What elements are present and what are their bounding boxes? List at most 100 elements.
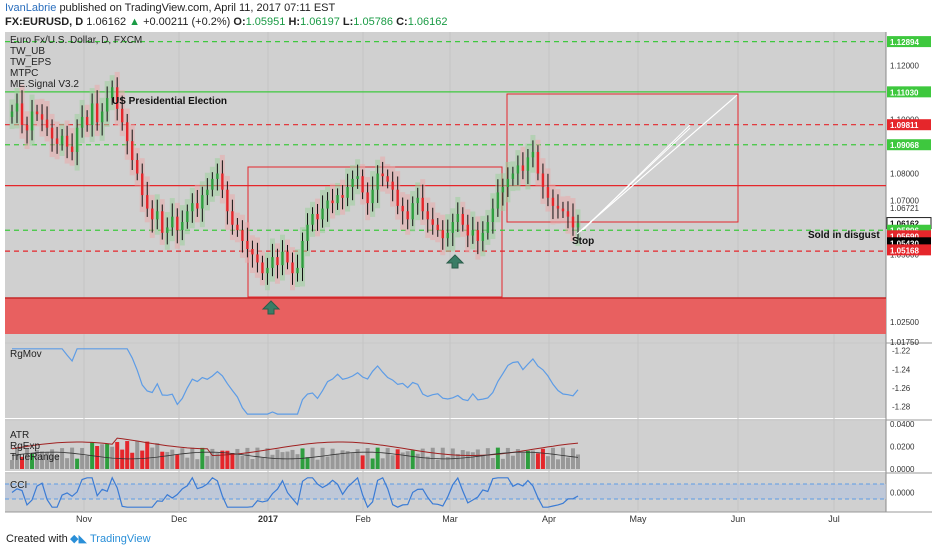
candle-body <box>55 138 59 144</box>
candle-body <box>246 240 249 249</box>
price-label: 1.05430 <box>890 239 919 248</box>
cci-legend: CCI <box>10 480 27 491</box>
atr-bar <box>200 447 205 469</box>
candle-body <box>331 200 334 204</box>
tradingview-link[interactable]: TradingView <box>90 533 151 545</box>
price-label: 1.09068 <box>890 141 919 150</box>
candle-body <box>541 173 545 187</box>
price-label: 1.09811 <box>890 121 919 130</box>
atr-bar <box>315 459 320 469</box>
range-box-2 <box>506 93 739 223</box>
legend-item[interactable]: TW_UB <box>10 46 45 57</box>
candle-body <box>531 151 535 158</box>
atr-bar <box>490 457 495 469</box>
candle-body <box>416 197 419 204</box>
atr-bar <box>395 449 400 469</box>
legend-item[interactable]: ME.Signal V3.2 <box>10 79 79 90</box>
candle-body <box>15 103 19 112</box>
atr-bar <box>290 449 295 469</box>
published-text: published on TradingView.com, April 11, … <box>59 2 336 14</box>
candle-body <box>576 223 580 228</box>
atr-bar <box>510 455 515 469</box>
atr-bar <box>60 448 65 469</box>
atr-bar <box>525 450 530 469</box>
atr-bar <box>570 448 575 469</box>
atr-bar <box>475 449 480 469</box>
atr-bar <box>440 447 445 469</box>
legend-item[interactable]: TW_EPS <box>10 57 52 68</box>
atr-bar <box>125 441 130 469</box>
candle-body <box>446 232 449 239</box>
cci-tick-label: 0.0000 <box>890 489 915 498</box>
rgmov-title: RgMov <box>10 349 42 360</box>
month-tick-label: May <box>629 514 647 524</box>
atr-bar <box>375 447 380 469</box>
candle-body <box>120 108 124 123</box>
atr-bar <box>505 447 510 469</box>
candle-body <box>191 203 194 212</box>
price-tick-label: 1.07000 <box>890 196 919 205</box>
candle-body <box>311 213 314 225</box>
candle-body <box>566 211 570 217</box>
price-label-box <box>887 244 931 256</box>
candle-body <box>126 122 129 142</box>
atr-bar <box>285 451 290 469</box>
ohlc-line: FX:EURUSD, D 1.06162 ▲ +0.00211 (+0.2%) … <box>5 16 448 28</box>
low-value: 1.05786 <box>353 16 394 28</box>
atr-tick-label: 0.0400 <box>890 420 915 429</box>
legend-title: Euro Fx/U.S. Dollar, D, FXCM <box>10 35 143 46</box>
candle-body <box>35 111 39 115</box>
atr-bar <box>435 459 440 469</box>
tradingview-logo-icon[interactable]: ◆◣ <box>70 533 87 545</box>
atr-bar <box>445 456 450 469</box>
candle-body <box>511 173 515 179</box>
atr-bar <box>370 458 375 469</box>
candle-body <box>366 192 369 204</box>
atr-bar <box>550 447 555 469</box>
atr-bar <box>120 449 125 469</box>
rgmov-tick-label: -1.26 <box>892 384 911 393</box>
atr-bar <box>425 456 430 469</box>
candle-body <box>281 251 284 266</box>
atr-bar <box>50 449 55 469</box>
price-label-box <box>887 139 931 151</box>
atr-bar <box>520 452 525 469</box>
price-axis-bg <box>886 32 932 512</box>
price-tick-label: 1.02500 <box>890 318 919 327</box>
legend-item[interactable]: MTPC <box>10 68 39 79</box>
rgmov-pane-bg <box>5 344 886 418</box>
candle-body <box>491 208 495 223</box>
atr-bar <box>30 453 35 469</box>
candle-body <box>60 135 64 144</box>
atr-bar <box>555 459 560 469</box>
atr-bar <box>225 450 230 469</box>
candle-body <box>291 262 294 274</box>
price-label: 1.11030 <box>890 88 919 97</box>
atr-bar <box>405 451 410 469</box>
price-tick-label: 1.08000 <box>890 170 919 179</box>
atr-bar <box>320 447 325 469</box>
atr-bar <box>55 455 60 469</box>
projection-lines <box>576 94 738 235</box>
stop-label: Stop <box>572 236 594 247</box>
price-label: 1.05168 <box>890 246 919 255</box>
atr-bar <box>345 451 350 469</box>
price-label-box <box>887 119 931 131</box>
month-tick-label: Apr <box>542 514 556 524</box>
atr-bar <box>385 448 390 469</box>
candle-body <box>521 165 525 171</box>
atr-bar <box>260 457 265 469</box>
atr-bar <box>25 448 30 469</box>
candle-body <box>516 165 520 174</box>
atr-bar <box>310 447 315 469</box>
candle-body <box>95 103 99 123</box>
atr-bar <box>65 458 70 469</box>
month-tick-label: Feb <box>355 514 371 524</box>
atr-bar <box>270 454 275 469</box>
author-link[interactable]: IvanLabrie <box>5 2 57 14</box>
atr-bar <box>360 455 365 469</box>
month-tick-label: Jun <box>731 514 746 524</box>
atr-bar <box>80 447 85 469</box>
atr-bar <box>155 443 160 469</box>
